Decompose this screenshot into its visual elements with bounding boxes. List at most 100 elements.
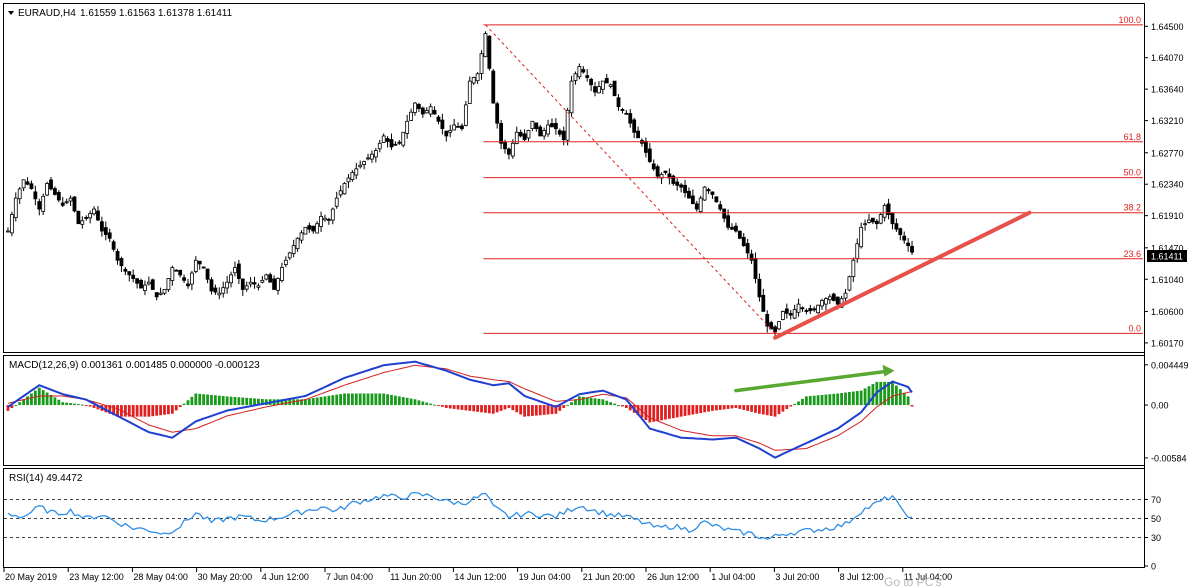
time-tick-label: 26 Jun 12:00: [647, 572, 699, 582]
price-tick-label: 1.60600: [1151, 307, 1184, 317]
candle-body: [178, 269, 183, 276]
candle-body: [166, 278, 171, 290]
candle-body: [424, 109, 429, 114]
collapse-triangle-icon[interactable]: [8, 11, 14, 15]
macd-histogram-bar: [542, 405, 546, 415]
candle-body: [741, 236, 746, 247]
candle-body: [330, 208, 335, 221]
price-tick-label: 1.61910: [1151, 211, 1184, 221]
candle-body: [780, 311, 785, 320]
macd-histogram-bar: [241, 397, 245, 406]
candle-body: [800, 307, 805, 310]
macd-histogram-bar: [824, 394, 828, 406]
candle-body: [80, 220, 85, 225]
candle-body: [72, 196, 77, 212]
macd-histogram-bar: [6, 405, 10, 411]
candle-body: [9, 214, 14, 234]
candle-body: [401, 131, 406, 146]
candle-body: [514, 131, 519, 144]
macd-histogram-bar: [311, 398, 315, 406]
macd-histogram-bar: [167, 405, 170, 415]
macd-histogram-bar: [135, 405, 139, 417]
macd-histogram-bar: [221, 396, 225, 406]
candle-body: [6, 230, 10, 233]
macd-histogram-bar: [531, 405, 534, 416]
macd-histogram-bar: [883, 381, 887, 406]
macd-histogram-bar: [738, 405, 742, 409]
macd-histogram-bar: [848, 392, 851, 406]
candle-body: [467, 80, 472, 104]
candle-body: [628, 113, 633, 124]
candle-body: [315, 223, 320, 234]
macd-histogram-bar: [10, 405, 14, 408]
macd-histogram-bar: [671, 405, 675, 419]
macd-histogram-bar: [77, 404, 80, 406]
macd-histogram-bar: [339, 394, 343, 406]
candle-body: [64, 201, 69, 204]
candle-body: [158, 292, 163, 295]
price-tick-label: 1.64070: [1151, 53, 1184, 63]
candle-body: [432, 109, 437, 115]
candle-body: [765, 313, 770, 327]
macd-histogram-bar: [319, 396, 323, 406]
macd-histogram-bar: [871, 384, 875, 406]
candle-body: [761, 294, 766, 312]
macd-histogram-bar: [480, 405, 483, 413]
macd-histogram-bar: [358, 393, 362, 406]
candle-body: [21, 179, 26, 189]
price-tick-label: 1.61040: [1151, 275, 1184, 285]
candle-body: [749, 253, 754, 261]
macd-histogram-bar: [910, 405, 914, 407]
macd-histogram-bar: [797, 401, 800, 406]
macd-histogram-bar: [527, 405, 530, 417]
candle-body: [878, 214, 883, 224]
candle-body: [362, 161, 367, 165]
candle-body: [589, 78, 594, 86]
macd-histogram-bar: [174, 405, 178, 411]
macd-histogram-bar: [761, 405, 765, 415]
candle-body: [546, 124, 550, 135]
candle-body: [835, 296, 840, 305]
macd-main-line: [7, 360, 913, 459]
macd-histogram-bar: [405, 397, 409, 406]
candle-body: [84, 217, 89, 219]
candle-body: [479, 53, 484, 74]
candle-body: [730, 226, 734, 230]
rsi-title: RSI(14) 49.4472: [9, 473, 83, 484]
candle-body: [205, 268, 210, 280]
macd-histogram-bar: [577, 396, 581, 406]
candle-body: [190, 272, 194, 285]
macd-histogram-bar: [902, 392, 906, 406]
fib-level-label: 0.0: [1128, 323, 1141, 333]
candle-body: [342, 183, 347, 195]
support-trendline: [773, 210, 1032, 340]
macd-histogram-bar: [143, 405, 147, 417]
candle-body: [127, 271, 132, 276]
macd-histogram-bar: [323, 396, 327, 406]
candle-body: [651, 163, 656, 170]
macd-histogram-bar: [33, 390, 37, 406]
time-tick-label: 19 Jun 04:00: [519, 572, 571, 582]
macd-histogram-bar: [695, 405, 699, 414]
candle-body: [647, 148, 652, 162]
macd-histogram-bar: [347, 393, 350, 406]
candle-body: [600, 80, 605, 90]
candle-body: [13, 197, 18, 219]
macd-histogram-bar: [370, 393, 374, 406]
candle-body: [757, 278, 762, 298]
candle-body: [201, 266, 206, 269]
time-tick-label: 7 Jun 04:00: [326, 572, 373, 582]
candle-body: [503, 141, 507, 150]
macd-histogram-bar: [440, 405, 444, 407]
macd-histogram-bar: [628, 405, 632, 411]
macd-histogram-bar: [343, 393, 346, 406]
macd-histogram-bar: [609, 402, 613, 406]
candle-body: [373, 150, 378, 158]
candle-body: [162, 289, 167, 294]
candle-body: [76, 210, 81, 225]
macd-histogram-bar: [178, 405, 182, 407]
macd-pane: [3, 355, 1145, 466]
candle-body: [370, 153, 374, 160]
macd-histogram-bar: [18, 402, 22, 406]
candle-body: [487, 35, 492, 69]
